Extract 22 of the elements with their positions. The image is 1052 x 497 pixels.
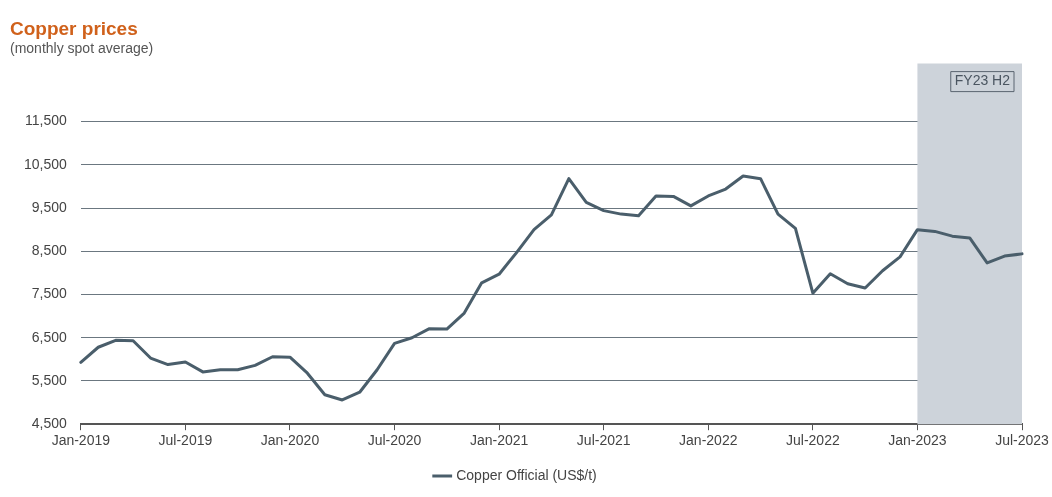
y-tick-label: 4,500 (31, 415, 68, 432)
chart-subtitle: (monthly spot average) (10, 40, 154, 57)
x-tick-label: Jul-2023 (995, 432, 1050, 449)
legend-label: Copper Official (US$/t) (456, 466, 597, 483)
y-tick-label: 11,500 (25, 112, 68, 129)
x-tick-label: Jan-2019 (51, 432, 111, 449)
chart-title: Copper prices (10, 17, 138, 39)
band-label: FY23 H2 (954, 72, 1011, 89)
x-tick-label: Jan-2023 (888, 432, 947, 449)
x-tick-label: Jan-2020 (260, 432, 320, 449)
y-tick-label: 8,500 (31, 242, 68, 259)
y-tick-label: 7,500 (31, 285, 68, 302)
y-tick-label: 10,500 (23, 155, 68, 172)
y-tick-label: 5,500 (31, 371, 68, 388)
x-tick-label: Jul-2019 (158, 432, 213, 449)
x-tick-label: Jul-2022 (786, 432, 840, 449)
x-tick-label: Jan-2022 (679, 432, 738, 449)
x-tick-label: Jul-2020 (367, 432, 422, 449)
y-tick-label: 9,500 (31, 198, 68, 215)
x-tick-label: Jan-2021 (469, 432, 529, 449)
x-tick-label: Jul-2021 (576, 432, 631, 449)
y-tick-label: 6,500 (31, 328, 68, 345)
